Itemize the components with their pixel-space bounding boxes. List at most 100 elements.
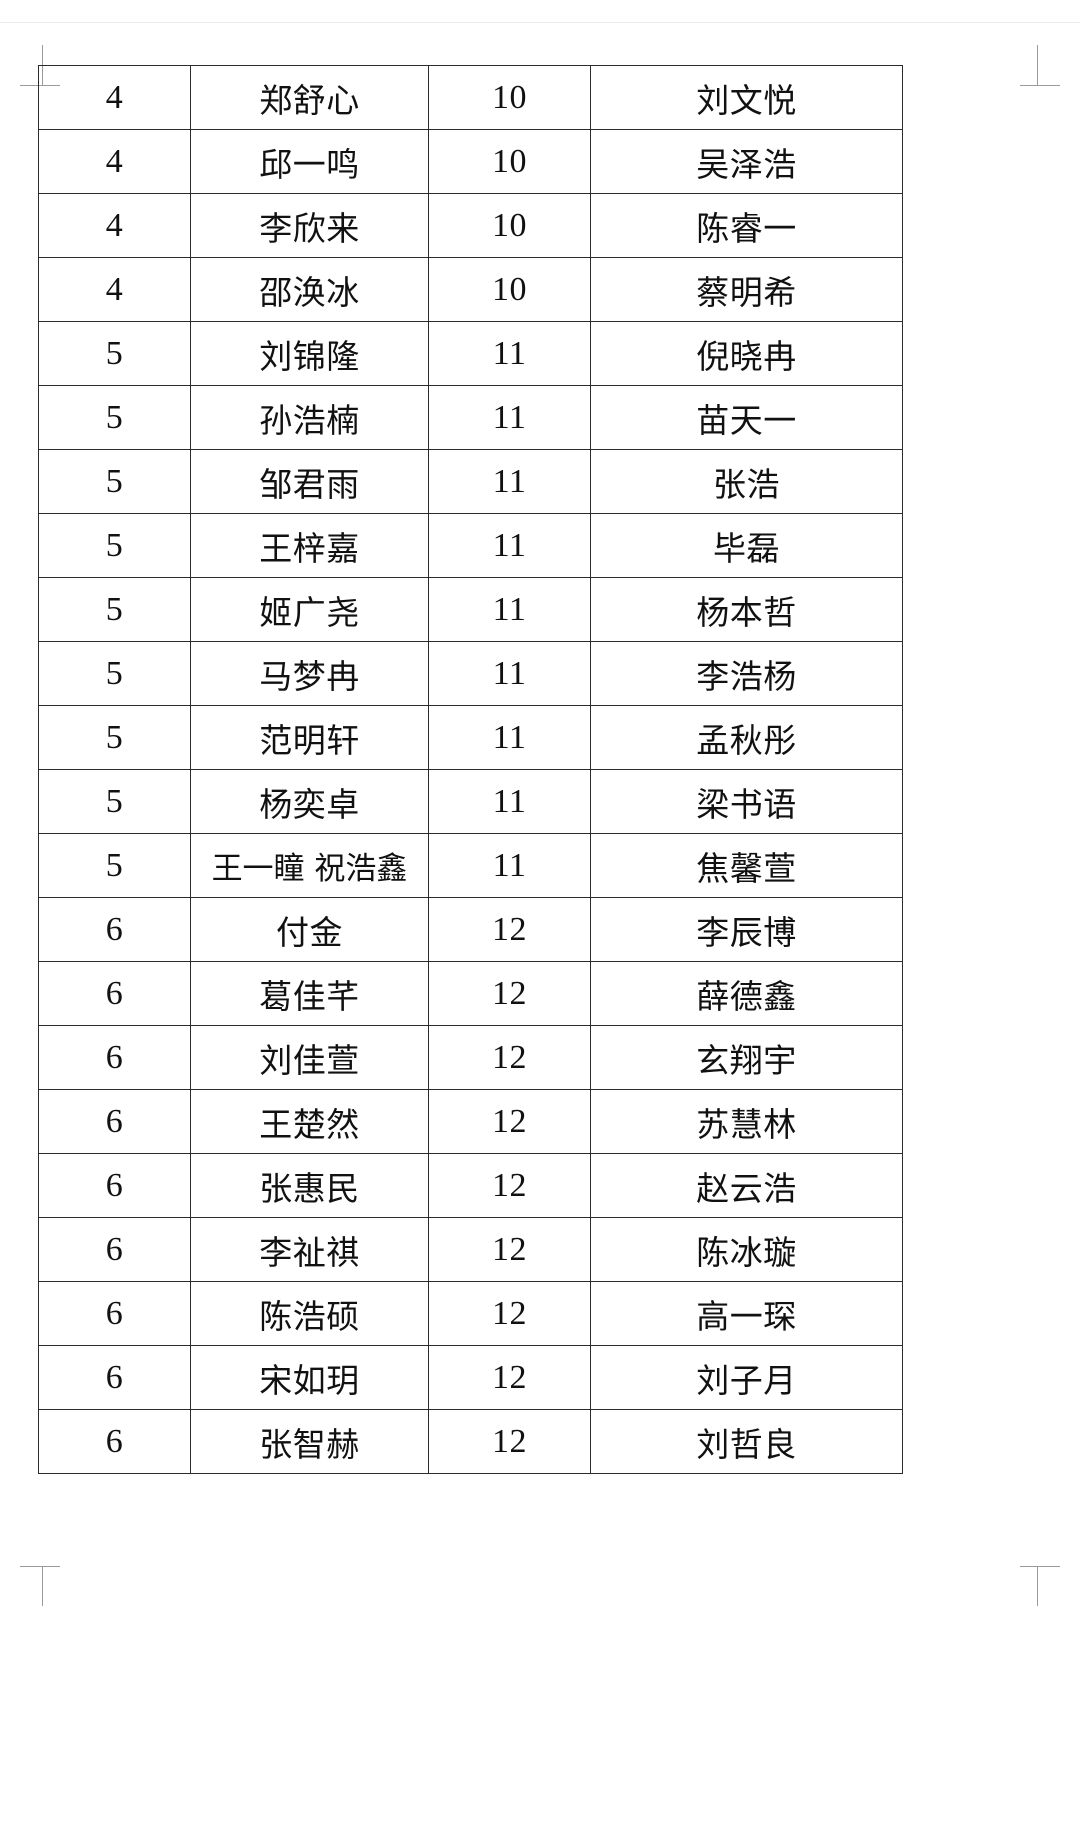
cell-name-right: 杨本哲: [590, 577, 903, 642]
cell-name-right: 张浩: [590, 449, 903, 514]
table-row: 6 张智赫 12 刘哲良: [38, 1409, 903, 1474]
table-row: 4 邱一鸣 10 吴泽浩: [38, 129, 903, 194]
cell-group-left: 6: [38, 1281, 191, 1346]
cell-name-right: 刘子月: [590, 1345, 903, 1410]
cell-name-left: 王一瞳 祝浩鑫: [190, 833, 429, 898]
scan-edge-line: [0, 22, 1080, 23]
cell-group-left: 6: [38, 961, 191, 1026]
cell-name-right: 李浩杨: [590, 641, 903, 706]
cell-group-left: 5: [38, 321, 191, 386]
table-row: 6 张惠民 12 赵云浩: [38, 1153, 903, 1218]
cell-name-left: 付金: [190, 897, 429, 962]
cell-group-right: 10: [428, 129, 591, 194]
cell-name-left: 李欣来: [190, 193, 429, 258]
table-row: 5 刘锦隆 11 倪晓冉: [38, 321, 903, 386]
cell-group-right: 12: [428, 961, 591, 1026]
crop-mark-bottom-left: [20, 1560, 66, 1606]
cell-group-left: 5: [38, 577, 191, 642]
cell-name-left: 范明轩: [190, 705, 429, 770]
cell-group-left: 5: [38, 641, 191, 706]
table-row: 5 杨奕卓 11 梁书语: [38, 769, 903, 834]
table-row: 5 马梦冉 11 李浩杨: [38, 641, 903, 706]
cell-name-left: 王梓嘉: [190, 513, 429, 578]
cell-group-right: 12: [428, 1345, 591, 1410]
cell-group-right: 11: [428, 705, 591, 770]
table-row: 4 郑舒心 10 刘文悦: [38, 65, 903, 130]
roster-table-body: 4 郑舒心 10 刘文悦 4 邱一鸣 10 吴泽浩 4 李欣来 10 陈睿一 4 邵涣冰 10 蔡明希 5 刘锦隆…: [38, 65, 903, 1474]
cell-name-right: 刘哲良: [590, 1409, 903, 1474]
table-row: 6 陈浩硕 12 高一琛: [38, 1281, 903, 1346]
cell-group-left: 4: [38, 65, 191, 130]
cell-name-right: 李辰博: [590, 897, 903, 962]
cell-name-left: 刘锦隆: [190, 321, 429, 386]
cell-name-right: 蔡明希: [590, 257, 903, 322]
roster-table: 4 郑舒心 10 刘文悦 4 邱一鸣 10 吴泽浩 4 李欣来 10 陈睿一 4 邵涣冰 10 蔡明希 5 刘锦隆…: [38, 65, 903, 1474]
table-row: 5 王一瞳 祝浩鑫 11 焦馨萱: [38, 833, 903, 898]
cell-name-left: 马梦冉: [190, 641, 429, 706]
table-row: 6 李祉祺 12 陈冰璇: [38, 1217, 903, 1282]
table-row: 5 孙浩楠 11 苗天一: [38, 385, 903, 450]
cell-group-right: 12: [428, 1089, 591, 1154]
table-row: 5 王梓嘉 11 毕磊: [38, 513, 903, 578]
cell-group-left: 6: [38, 897, 191, 962]
cell-group-left: 6: [38, 1217, 191, 1282]
cell-name-right: 苗天一: [590, 385, 903, 450]
cell-group-left: 5: [38, 833, 191, 898]
table-row: 6 王楚然 12 苏慧林: [38, 1089, 903, 1154]
cell-group-right: 11: [428, 833, 591, 898]
cell-name-right: 薛德鑫: [590, 961, 903, 1026]
cell-group-right: 11: [428, 385, 591, 450]
cell-name-right: 刘文悦: [590, 65, 903, 130]
cell-group-left: 6: [38, 1153, 191, 1218]
cell-name-left: 孙浩楠: [190, 385, 429, 450]
cell-name-right: 焦馨萱: [590, 833, 903, 898]
cell-name-left: 邱一鸣: [190, 129, 429, 194]
cell-name-left: 杨奕卓: [190, 769, 429, 834]
cell-group-left: 5: [38, 449, 191, 514]
table-row: 5 邹君雨 11 张浩: [38, 449, 903, 514]
table-row: 6 付金 12 李辰博: [38, 897, 903, 962]
cell-name-left: 姬广尧: [190, 577, 429, 642]
table-row: 6 宋如玥 12 刘子月: [38, 1345, 903, 1410]
cell-group-left: 4: [38, 257, 191, 322]
cell-group-right: 12: [428, 897, 591, 962]
cell-group-right: 11: [428, 449, 591, 514]
cell-group-right: 12: [428, 1153, 591, 1218]
cell-group-left: 5: [38, 385, 191, 450]
cell-name-right: 陈睿一: [590, 193, 903, 258]
cell-name-right: 吴泽浩: [590, 129, 903, 194]
cell-group-left: 4: [38, 129, 191, 194]
table-row: 4 邵涣冰 10 蔡明希: [38, 257, 903, 322]
cell-group-right: 11: [428, 513, 591, 578]
cell-group-left: 6: [38, 1409, 191, 1474]
cell-group-left: 6: [38, 1345, 191, 1410]
cell-name-right: 梁书语: [590, 769, 903, 834]
cell-name-left: 张惠民: [190, 1153, 429, 1218]
cell-group-left: 5: [38, 513, 191, 578]
cell-name-left: 张智赫: [190, 1409, 429, 1474]
cell-group-right: 11: [428, 321, 591, 386]
crop-mark-bottom-right: [1014, 1560, 1060, 1606]
table-row: 4 李欣来 10 陈睿一: [38, 193, 903, 258]
crop-mark-top-right: [1014, 45, 1060, 91]
cell-group-right: 10: [428, 65, 591, 130]
cell-group-right: 11: [428, 769, 591, 834]
cell-group-right: 12: [428, 1281, 591, 1346]
cell-name-right: 孟秋彤: [590, 705, 903, 770]
cell-name-left: 邹君雨: [190, 449, 429, 514]
cell-group-right: 12: [428, 1217, 591, 1282]
cell-name-left: 郑舒心: [190, 65, 429, 130]
cell-name-left: 李祉祺: [190, 1217, 429, 1282]
table-row: 6 刘佳萱 12 玄翔宇: [38, 1025, 903, 1090]
cell-group-right: 10: [428, 193, 591, 258]
cell-name-left: 葛佳芊: [190, 961, 429, 1026]
cell-group-right: 12: [428, 1409, 591, 1474]
cell-group-left: 6: [38, 1025, 191, 1090]
cell-group-right: 10: [428, 257, 591, 322]
cell-name-right: 高一琛: [590, 1281, 903, 1346]
cell-name-left: 邵涣冰: [190, 257, 429, 322]
table-row: 6 葛佳芊 12 薛德鑫: [38, 961, 903, 1026]
cell-name-left: 王楚然: [190, 1089, 429, 1154]
table-row: 5 姬广尧 11 杨本哲: [38, 577, 903, 642]
